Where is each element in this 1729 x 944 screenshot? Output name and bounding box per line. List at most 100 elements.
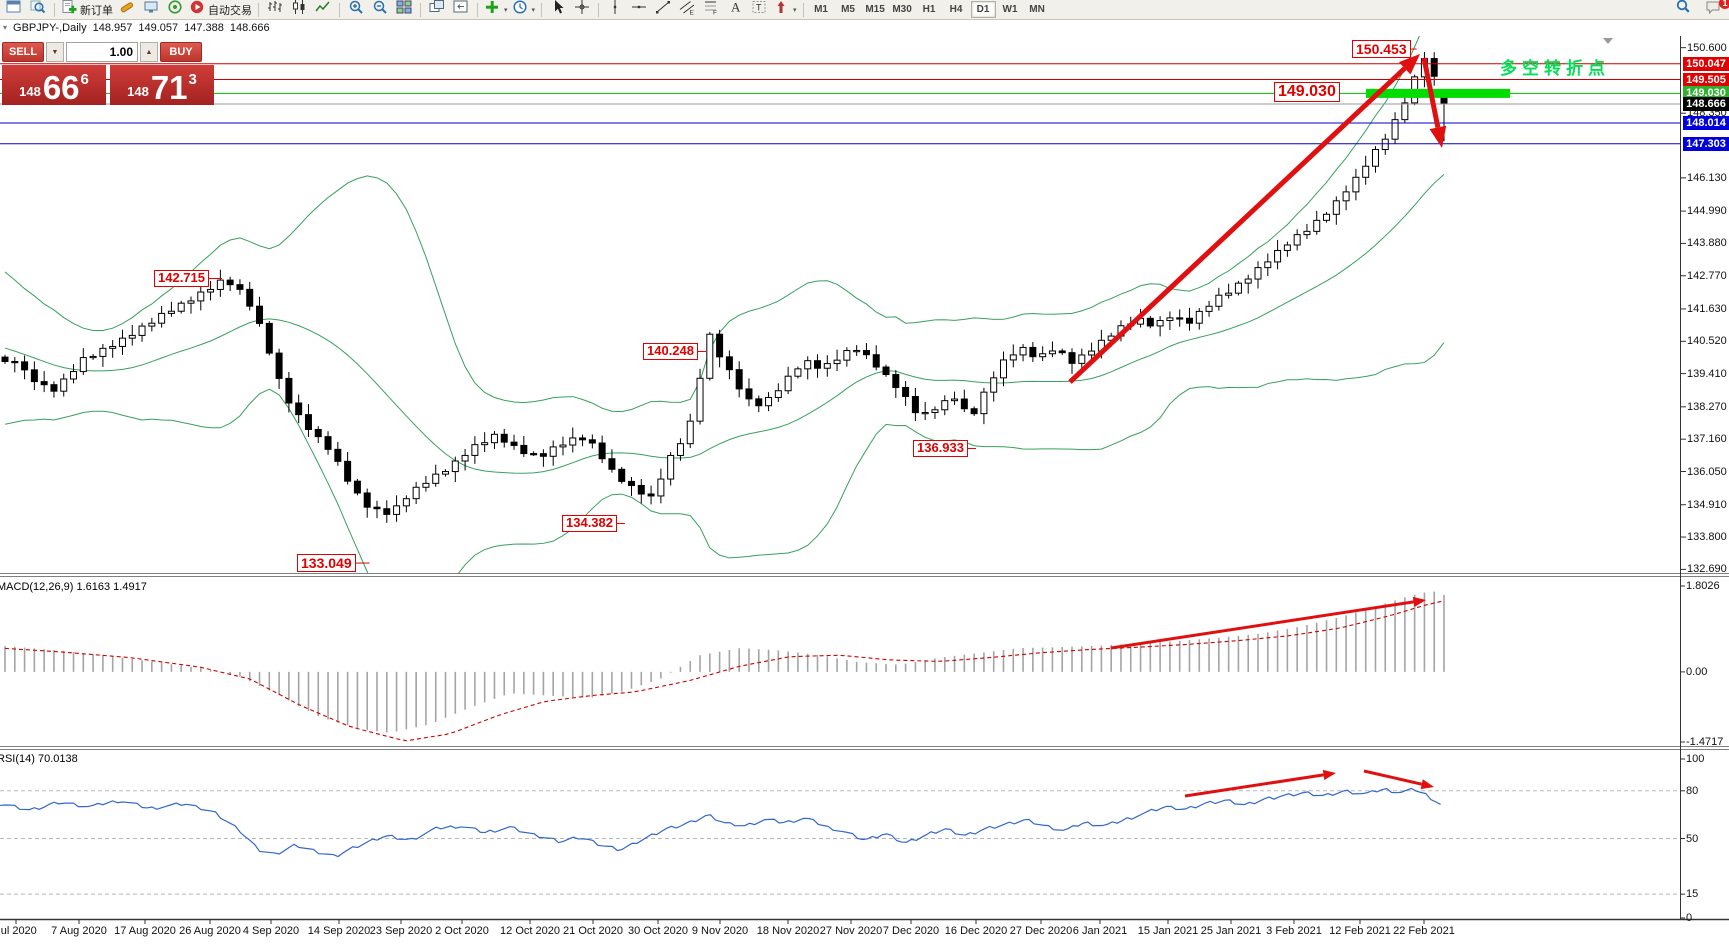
vertical-line-icon (607, 0, 623, 20)
crayon-icon (119, 0, 135, 20)
text-label-button[interactable]: T (747, 1, 771, 19)
toolbar-separator (598, 2, 600, 17)
price-tick: 139.410 (1687, 367, 1727, 380)
rsi-axis-tick: 15 (1686, 888, 1699, 901)
equidistant-channel-button[interactable]: E (675, 1, 699, 19)
chat-button[interactable]: 1 (1701, 0, 1729, 19)
ohlc-open: 148.957 (92, 21, 133, 34)
bull-bear-turning-point-label[interactable]: 多空转折点 (1500, 59, 1610, 78)
tile-windows-button[interactable] (392, 0, 416, 19)
price-annotation[interactable]: 150.453 (1352, 40, 1411, 59)
price-annotation[interactable]: 133.049 (297, 554, 356, 573)
timeframe-w1-button[interactable]: W1 (1002, 4, 1018, 15)
chevron-down-icon[interactable]: ▾ (793, 6, 797, 14)
ask-big-digits: 71 (150, 68, 188, 106)
search-button[interactable] (1671, 0, 1695, 19)
bid-price-display[interactable]: 148 66 6 (2, 65, 106, 105)
price-badge: 149.505 (1683, 72, 1729, 87)
date-label: 7 Aug 2020 (51, 925, 107, 937)
timeframe-m30-button[interactable]: M30 (892, 4, 912, 15)
horizontal-line-button[interactable] (627, 1, 651, 19)
price-tick: 136.050 (1687, 465, 1727, 478)
periods-clock-button[interactable]: ▾ (510, 0, 538, 19)
buy-button[interactable]: BUY (160, 42, 202, 62)
webinar-button[interactable] (163, 0, 187, 19)
zoom-in-button[interactable] (344, 0, 368, 19)
arrows-button[interactable]: ▾ (771, 1, 799, 19)
bar-chart-button[interactable] (263, 1, 287, 19)
timeframe-mn-button[interactable]: MN (1029, 4, 1045, 15)
cursor-button[interactable] (546, 0, 570, 20)
ohlc-high: 149.057 (138, 21, 179, 34)
date-label: 12 Oct 2020 (500, 925, 560, 937)
crosshair-button[interactable] (570, 0, 594, 19)
preview-search-button[interactable] (26, 0, 50, 20)
trend-line-button[interactable] (651, 1, 675, 19)
toolbar-separator (54, 2, 55, 17)
date-label: 2 Oct 2020 (435, 925, 489, 937)
text-button[interactable]: A (723, 0, 747, 19)
bid-pip-digit: 6 (80, 71, 89, 88)
chevron-down-icon[interactable]: ▾ (504, 6, 508, 14)
candle-chart-button[interactable] (287, 0, 311, 20)
new-order-label: 新订单 (80, 4, 113, 17)
date-label: Jul 2020 (0, 925, 37, 937)
auto-arrange-button[interactable] (425, 0, 449, 19)
text-label-icon: T (751, 0, 767, 20)
bid-prefix: 148 (19, 84, 41, 99)
fibonacci-button[interactable]: F (699, 1, 723, 19)
chart-shift-button[interactable] (449, 0, 473, 20)
timeframe-d1-button[interactable]: D1 (970, 1, 996, 18)
fibonacci-icon: F (703, 0, 719, 20)
candle-chart-icon (291, 0, 307, 20)
volume-input[interactable] (66, 42, 138, 62)
zoom-out-button[interactable] (368, 0, 392, 19)
svg-text:F: F (713, 10, 717, 16)
preview-search-icon (30, 0, 46, 20)
price-tick: 132.690 (1687, 563, 1727, 576)
volume-increase-button[interactable]: ▲ (140, 42, 158, 62)
date-label: 3 Feb 2021 (1266, 925, 1322, 937)
timeframe-m5-button[interactable]: M5 (841, 4, 855, 15)
price-annotation[interactable]: 140.248 (643, 343, 698, 360)
date-label: 17 Aug 2020 (114, 925, 176, 937)
date-label: 4 Sep 2020 (242, 925, 300, 937)
volume-decrease-button[interactable]: ▼ (46, 42, 64, 62)
macd-indicator-label: MACD(12,26,9) 1.6163 1.4917 (0, 581, 147, 593)
price-annotation[interactable]: 149.030 (1274, 82, 1340, 103)
price-badge: 149.030 (1683, 86, 1729, 101)
autotrade-button[interactable]: 自动交易 (187, 0, 254, 19)
macd-axis-tick: 0.00 (1686, 665, 1708, 678)
publisher-button[interactable] (139, 1, 163, 19)
trend-line-icon (655, 0, 671, 20)
macd-axis-tick: -1.4717 (1686, 736, 1724, 748)
timeframe-m1-button[interactable]: M1 (814, 4, 828, 15)
price-annotation[interactable]: 136.933 (913, 440, 968, 457)
ask-price-display[interactable]: 148 71 3 (110, 65, 214, 105)
cursor-icon (550, 0, 566, 20)
timeframe-h4-button[interactable]: H4 (949, 4, 963, 15)
chart-shift-icon (453, 0, 469, 20)
line-chart-button[interactable] (311, 1, 335, 19)
timeframe-h1-button[interactable]: H1 (922, 4, 936, 15)
toolbar-separator (339, 2, 340, 17)
sell-button[interactable]: SELL (2, 42, 44, 62)
date-label: 12 Feb 2021 (1329, 925, 1391, 937)
bid-big-digits: 66 (42, 68, 80, 106)
notification-badge: 1 (1719, 0, 1729, 9)
toolbar-separator (258, 2, 259, 17)
add-indicator-button[interactable]: ▾ (482, 1, 510, 19)
vertical-line-button[interactable] (603, 0, 627, 20)
chart-window-button[interactable] (2, 0, 26, 19)
new-order-button[interactable]: 新订单 (59, 0, 115, 20)
chevron-down-icon[interactable]: ▾ (531, 6, 536, 14)
crayon-button[interactable] (115, 1, 139, 19)
toolbar-right-group: 1 (1671, 0, 1729, 19)
timeframe-m15-button[interactable]: M15 (865, 4, 885, 15)
rsi-axis-tick: 80 (1686, 784, 1699, 797)
price-annotation[interactable]: 142.715 (154, 270, 209, 287)
new-order-icon (61, 0, 77, 20)
price-annotation[interactable]: 134.382 (562, 515, 617, 532)
